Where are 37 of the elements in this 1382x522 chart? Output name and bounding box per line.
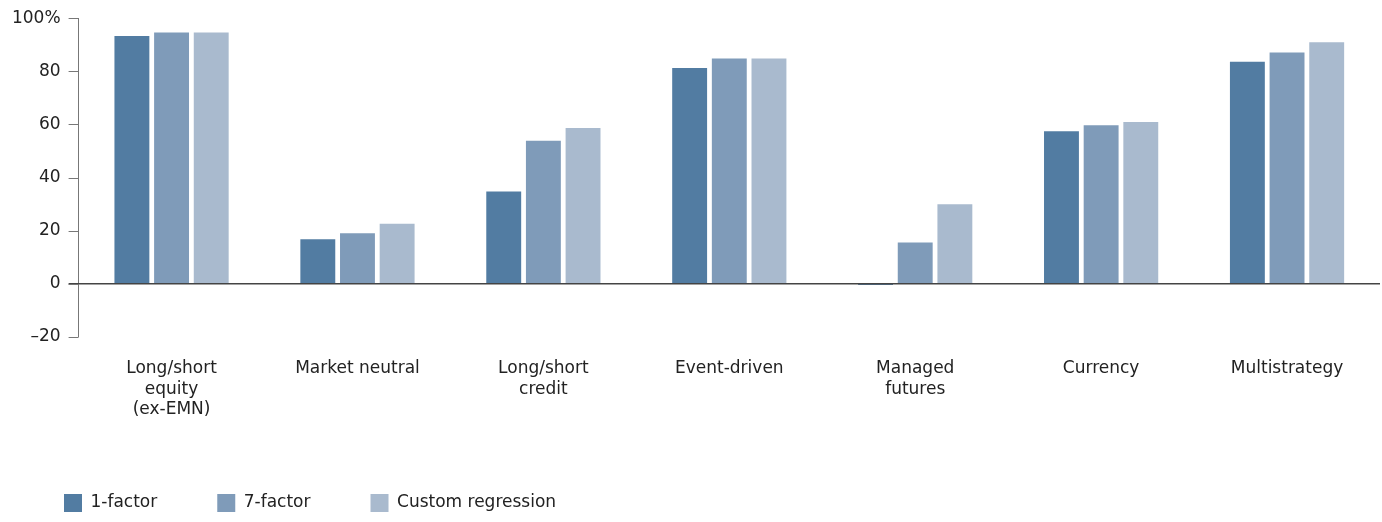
bar (114, 35, 150, 284)
bar (340, 233, 375, 284)
bar (1123, 122, 1159, 284)
x-tick-label: Managed futures (876, 357, 955, 398)
bar (672, 68, 708, 284)
y-tick-label: 40 (38, 165, 61, 186)
y-tick-label: 0 (49, 272, 61, 293)
bar (565, 128, 601, 284)
bar (1309, 42, 1345, 284)
legend-label: Custom regression (397, 491, 557, 512)
bar (154, 32, 190, 284)
y-tick-label: 60 (38, 112, 61, 133)
x-tick-label: Multistrategy (1230, 357, 1344, 378)
bar (1044, 131, 1079, 284)
bar (486, 191, 522, 284)
x-tick-label: Long/short equity (ex-EMN) (126, 357, 218, 419)
bar (1269, 52, 1305, 284)
y-tick-label: 80 (38, 59, 61, 80)
bar (379, 223, 415, 284)
bar (525, 140, 561, 284)
bar (711, 58, 747, 284)
bar (300, 239, 336, 284)
y-tick-label: 100% (11, 6, 61, 27)
x-tick-label: Long/short credit (498, 357, 589, 398)
bar (897, 242, 933, 284)
y-tick-label: 20 (38, 219, 61, 240)
bar (751, 58, 787, 284)
bar (193, 32, 229, 284)
legend-label: 1-factor (90, 491, 158, 512)
bar (937, 204, 973, 284)
y-tick-label: –20 (30, 325, 61, 346)
x-tick-label: Event-driven (674, 357, 784, 378)
bar (1229, 61, 1265, 284)
bar (1083, 125, 1119, 284)
legend-label: 7-factor (243, 491, 311, 512)
x-tick-label: Currency (1062, 357, 1140, 378)
x-tick-label: Market neutral (295, 357, 420, 378)
